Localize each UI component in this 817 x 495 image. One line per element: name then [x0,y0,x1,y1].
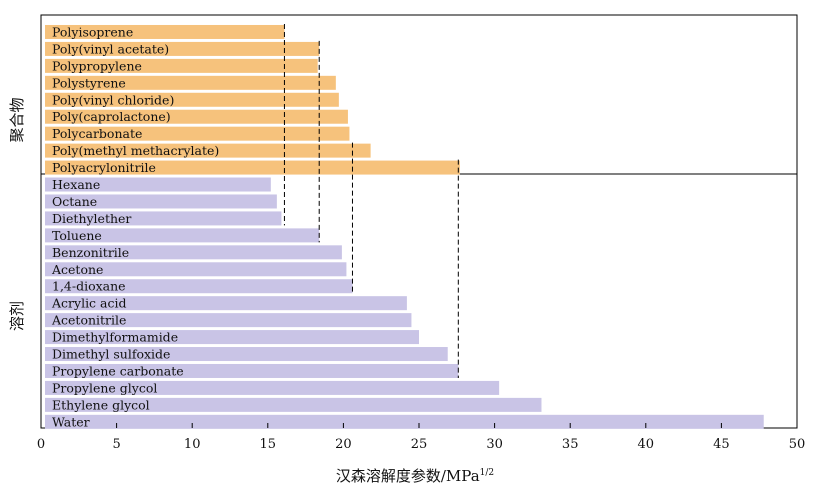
x-tick-label: 5 [112,437,120,452]
bar-label: Acetonitrile [51,313,126,328]
x-tick-label: 45 [713,437,730,452]
bar-dimethylformamide [45,330,419,345]
bar-label: Propylene glycol [52,380,157,395]
x-axis: 0 5 10 15 20 25 30 35 40 45 50 [37,423,805,452]
bar-label: Water [52,414,90,429]
bar-label: Hexane [52,177,100,192]
bar-label: Benzonitrile [52,245,129,260]
bar-acrylic-acid [45,296,407,311]
bar-label: Poly(vinyl chloride) [52,92,174,107]
bar-benzonitrile [45,245,342,260]
x-axis-title: 汉森溶解度参数/MPa1/2 [336,467,494,485]
bar-label: Octane [52,194,97,209]
x-tick-label: 15 [260,437,277,452]
bar-poly-methyl-methacrylate [45,143,371,158]
group-label-polymers: 聚合物 [8,97,26,142]
bar-poly-caprolactone [45,109,348,124]
x-tick-label: 40 [638,437,655,452]
bar-label: Dimethyl sulfoxide [52,347,170,362]
bars-layer [45,24,764,429]
bar-polypropylene [45,58,318,73]
bar-label: Ethylene glycol [52,397,150,412]
bar-label: Acrylic acid [51,296,127,311]
bar-label: Polyacrylonitrile [52,160,156,175]
bar-label: Dimethylformamide [52,330,178,345]
bar-poly-vinyl-acetate [45,41,320,56]
bar-label: Poly(caprolactone) [52,109,171,124]
bar-label: Polystyrene [52,75,126,90]
bar-label: Poly(vinyl acetate) [52,41,169,56]
bar-octane [45,194,277,209]
bar-propylene-carbonate [45,363,459,378]
reference-lines-layer [283,23,459,378]
x-tick-label: 30 [486,437,503,452]
bar-labels-layer: Polyisoprene Poly(vinyl acetate) Polypropy… [51,24,219,429]
x-axis-title-superscript: 1/2 [480,468,494,478]
x-tick-label: 50 [789,437,806,452]
x-tick-label: 20 [335,437,352,452]
group-label-solvents: 溶剂 [8,301,26,331]
bar-label: Polycarbonate [52,126,142,141]
bar-label: 1,4-dioxane [52,279,126,294]
bar-hexane [45,177,271,192]
bar-polycarbonate [45,126,350,141]
bar-propylene-glycol [45,380,500,395]
x-tick-label: 10 [184,437,201,452]
bar-diethylether [45,211,282,226]
bar-label: Toluene [52,228,102,243]
bar-label: Diethylether [52,211,131,226]
bar-polystyrene [45,75,336,90]
bar-1-4-dioxane [45,279,353,294]
bar-label: Acetone [51,262,103,277]
bar-label: Polyisoprene [52,24,133,39]
bar-acetonitrile [45,313,412,328]
bar-poly-vinyl-chloride [45,92,339,107]
bar-acetone [45,262,347,277]
x-tick-label: 0 [37,437,45,452]
x-axis-title-main: 汉森溶解度参数/MPa [336,467,480,485]
bar-label: Poly(methyl methacrylate) [52,143,219,158]
bar-dimethyl-sulfoxide [45,347,448,362]
bar-water [45,414,764,429]
bar-ethylene-glycol [45,397,542,412]
bar-label: Polypropylene [52,58,142,73]
bar-polyacrylonitrile [45,160,460,175]
bar-polyisoprene [45,24,285,39]
x-tick-label: 25 [411,437,428,452]
x-tick-label: 35 [562,437,579,452]
bar-toluene [45,228,320,243]
bar-label: Propylene carbonate [52,363,184,378]
